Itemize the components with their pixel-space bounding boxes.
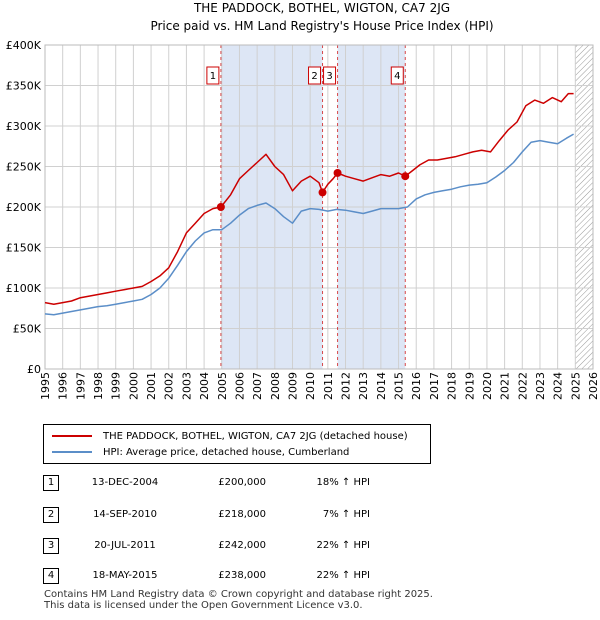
x-tick-label: 2003 [180,372,193,400]
x-tick-label: 2007 [251,372,264,400]
series-line-hpi [44,133,574,316]
x-tick-label: 2023 [534,372,547,400]
x-tick-label: 2022 [516,372,529,400]
x-tick-label: 2025 [569,372,582,400]
x-tick-label: 2014 [375,372,388,400]
legend-label-hpi: HPI: Average price, detached house, Cumb… [103,446,350,458]
x-tick-label: 2011 [322,372,335,400]
row-price: £238,000 [218,570,266,581]
transaction-label: 1 [210,71,216,82]
transaction-marker [318,188,327,197]
legend-label-property: THE PADDOCK, BOTHEL, WIGTON, CA7 2JG (de… [103,430,408,442]
legend-swatch-hpi [52,451,92,453]
y-tick-label: £100K [6,282,42,295]
x-tick-label: 2019 [463,372,476,400]
row-date: 14-SEP-2010 [93,509,157,520]
x-tick-label: 1999 [110,372,123,400]
row-hpi: 7% ↑ HPI [322,509,370,520]
transaction-label-box [323,66,337,85]
x-tick-label: 2001 [145,372,158,400]
table-row: 3 20-JUL-2011 £242,000 22% ↑ HPI [0,538,600,558]
transaction-label: 2 [311,71,317,82]
table-row: 1 13-DEC-2004 £200,000 18% ↑ HPI [0,475,600,495]
x-tick-label: 2018 [446,372,459,400]
transaction-label-box [308,66,322,85]
x-tick-label: 2017 [428,372,441,400]
row-number: 1 [43,475,59,491]
x-tick-label: 2004 [198,372,211,400]
legend-swatch-property [52,435,92,437]
x-tick-label: 2026 [587,372,600,400]
y-tick-label: £300K [6,120,42,133]
footer: Contains HM Land Registry data © Crown c… [44,589,433,611]
x-tick-label: 2006 [233,372,246,400]
x-tick-label: 2013 [357,372,370,400]
chart-title: THE PADDOCK, BOTHEL, WIGTON, CA7 2JG [193,1,450,15]
row-date: 20-JUL-2011 [94,540,156,551]
transaction-label-box [206,66,220,85]
y-tick-label: £0 [27,363,41,376]
row-date: 18-MAY-2015 [92,570,158,581]
x-tick-label: 1995 [39,372,52,400]
row-hpi: 18% ↑ HPI [316,477,370,488]
y-tick-label: £400K [6,39,42,52]
row-date: 13-DEC-2004 [91,477,159,488]
row-price: £218,000 [218,509,266,520]
transaction-label: 3 [326,71,332,82]
x-tick-label: 2000 [127,372,140,400]
footer-copyright: Contains HM Land Registry data © Crown c… [44,589,433,600]
row-hpi: 22% ↑ HPI [316,540,370,551]
legend: THE PADDOCK, BOTHEL, WIGTON, CA7 2JG (de… [43,424,431,464]
x-tick-label: 2016 [410,372,423,400]
x-tick-label: 1996 [57,372,70,400]
row-number: 4 [43,568,59,584]
y-tick-label: £150K [6,242,42,255]
y-tick-label: £250K [6,161,42,174]
x-tick-label: 2009 [286,372,299,400]
x-tick-label: 2020 [481,372,494,400]
transaction-label: 4 [394,71,400,82]
transaction-marker [401,172,410,181]
row-number: 3 [43,538,59,554]
x-tick-label: 1998 [92,372,105,400]
x-tick-label: 2005 [216,372,229,400]
price-chart: THE PADDOCK, BOTHEL, WIGTON, CA7 2JG Pri… [6,1,600,400]
x-tick-label: 1997 [74,372,87,400]
x-tick-label: 2024 [552,372,565,400]
x-tick-label: 2002 [163,372,176,400]
series-line-property [44,92,574,305]
transaction-marker [333,168,342,177]
row-price: £200,000 [218,477,266,488]
x-tick-label: 2015 [393,372,406,400]
row-number: 2 [43,507,59,523]
x-tick-label: 2010 [304,372,317,400]
transaction-marker [216,203,225,211]
chart-subtitle: Price paid vs. HM Land Registry's House … [150,19,493,33]
x-tick-label: 2021 [499,372,512,400]
y-tick-label: £200K [6,201,42,214]
row-hpi: 22% ↑ HPI [316,570,370,581]
table-row: 4 18-MAY-2015 £238,000 22% ↑ HPI [0,568,600,588]
table-row: 2 14-SEP-2010 £218,000 7% ↑ HPI [0,507,600,527]
footer-licence: This data is licensed under the Open Gov… [44,600,363,611]
x-tick-label: 2012 [340,372,353,400]
transaction-label-box [390,66,404,85]
x-tick-label: 2008 [269,372,282,400]
legend-item-hpi: HPI: Average price, detached house, Cumb… [52,445,349,459]
y-tick-label: £50K [13,323,42,336]
legend-item-property: THE PADDOCK, BOTHEL, WIGTON, CA7 2JG (de… [52,429,408,443]
y-tick-label: £350K [6,80,42,93]
row-price: £242,000 [218,540,266,551]
plot-border [44,44,594,370]
